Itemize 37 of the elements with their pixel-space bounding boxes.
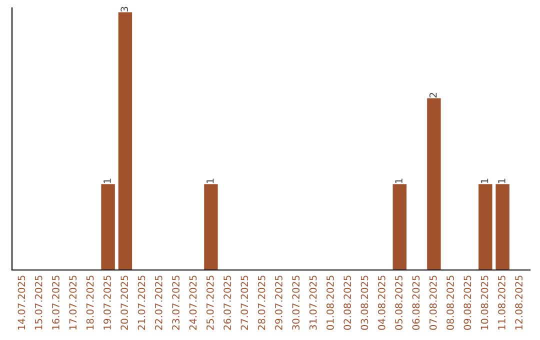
- data-label: 1: [206, 178, 214, 184]
- x-tick-label: 23.07.2025: [172, 276, 180, 330]
- x-tick-label: 19.07.2025: [104, 276, 111, 330]
- data-label: 3: [120, 6, 128, 12]
- x-tick-label: 01.08.2025: [326, 276, 334, 330]
- x-tick-label: 26.07.2025: [224, 276, 231, 330]
- x-tick-label: 11.08.2025: [498, 276, 506, 330]
- data-label: 1: [395, 178, 402, 184]
- x-tick-label: 20.07.2025: [120, 276, 128, 330]
- data-label: 1: [104, 178, 111, 184]
- x-tick-label: 05.08.2025: [395, 276, 402, 330]
- x-tick-label: 30.07.2025: [292, 276, 300, 330]
- x-tick-label: 27.07.2025: [240, 276, 248, 330]
- x-tick-label: 22.07.2025: [154, 276, 162, 330]
- x-tick-label: 12.08.2025: [515, 276, 523, 330]
- x-tick-label: 03.08.2025: [360, 276, 368, 330]
- data-label: 1: [481, 178, 488, 184]
- x-tick-label: 17.07.2025: [69, 276, 77, 330]
- x-tick-label: 16.07.2025: [52, 276, 60, 330]
- x-tick-label: 18.07.2025: [86, 276, 94, 330]
- data-label: 2: [429, 92, 437, 98]
- x-tick-label: 06.08.2025: [412, 276, 420, 330]
- x-tick-label: 02.08.2025: [344, 276, 352, 330]
- x-tick-label: 14.07.2025: [18, 276, 26, 330]
- x-tick-label: 15.07.2025: [34, 276, 42, 330]
- x-tick-label: 10.08.2025: [480, 276, 488, 330]
- x-tick-label: 25.07.2025: [206, 276, 214, 330]
- x-tick-label: 07.08.2025: [429, 276, 437, 330]
- x-tick-label: 29.07.2025: [275, 276, 282, 330]
- x-tick-label: 31.07.2025: [309, 276, 317, 330]
- data-label: 1: [498, 178, 506, 184]
- x-tick-label: 08.08.2025: [446, 276, 454, 330]
- x-tick-label: 09.08.2025: [464, 276, 472, 330]
- x-tick-label: 04.08.2025: [378, 276, 386, 330]
- x-tick-label: 21.07.2025: [138, 276, 146, 330]
- x-tick-label: 24.07.2025: [189, 276, 197, 330]
- x-tick-label: 28.07.2025: [258, 276, 266, 330]
